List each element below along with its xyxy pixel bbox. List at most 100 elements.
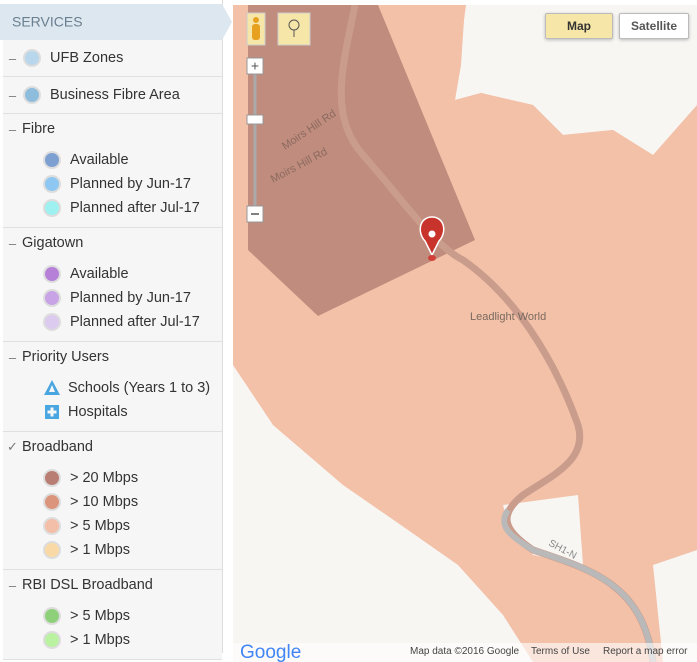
swatch [43, 541, 61, 559]
legend-item[interactable]: > 1 Mbps [3, 628, 222, 652]
legend-section: – Gigatown Available Planned by Jun-17 Plann… [3, 228, 222, 342]
item-label: > 5 Mbps [70, 518, 131, 534]
legend-item[interactable]: > 5 Mbps [3, 514, 222, 538]
legend-item[interactable]: > 20 Mbps [3, 466, 222, 490]
section-header[interactable]: – Fibre [3, 114, 222, 144]
legend-item[interactable]: Planned after Jul-17 [3, 310, 222, 334]
school-glyph [44, 380, 60, 395]
sidebar-header: SERVICES [0, 4, 232, 40]
swatch [43, 517, 61, 535]
item-label: Available [70, 266, 129, 282]
legend-item[interactable]: > 5 Mbps [3, 604, 222, 628]
section-header[interactable]: – Business Fibre Area [3, 77, 222, 113]
report-link[interactable]: Report a map error [603, 646, 688, 657]
item-label: Planned by Jun-17 [70, 176, 191, 192]
item-label: Available [70, 152, 129, 168]
item-label: Hospitals [68, 404, 128, 420]
pegman-head [253, 17, 259, 23]
legend-section: – Fibre Available Planned by Jun-17 Planned … [3, 114, 222, 228]
swatch [43, 493, 61, 511]
school-icon [44, 380, 60, 395]
google-logo: Google [240, 642, 301, 662]
region-5mbps [478, 93, 697, 215]
section-toggle: – [8, 87, 17, 103]
section-header[interactable]: – RBI DSL Broadband [3, 570, 222, 600]
sidebar: SERVICES – UFB Zones – Business Fibre Area –… [0, 0, 232, 660]
item-label: > 1 Mbps [70, 632, 131, 648]
section-toggle: ✓ [7, 439, 18, 454]
map[interactable]: Moirs Hill Rd Moirs Hill Rd SH1-N Leadli… [233, 5, 697, 662]
section-title: Fibre [22, 121, 56, 137]
footer-bg [233, 643, 697, 662]
map-canvas: Moirs Hill Rd Moirs Hill Rd SH1-N Leadli… [233, 5, 697, 662]
legend-section: – Priority Users Schools (Years 1 to 3) Hos… [3, 342, 222, 432]
section-title: Gigatown [22, 235, 84, 251]
legend-item[interactable]: Available [3, 148, 222, 172]
section-toggle: – [8, 577, 17, 593]
pin-dot [428, 230, 436, 238]
legend-item[interactable]: Schools (Years 1 to 3) [3, 376, 222, 400]
item-label: Planned by Jun-17 [70, 290, 191, 306]
unserved-area [455, 5, 697, 155]
item-label: Planned after Jul-17 [70, 314, 200, 330]
section-title: Priority Users [22, 349, 110, 365]
legend-items: > 20 Mbps > 10 Mbps > 5 Mbps > 1 Mbps [3, 462, 222, 562]
item-label: > 1 Mbps [70, 542, 131, 558]
legend-item[interactable]: > 1 Mbps [3, 538, 222, 562]
section-title: RBI DSL Broadband [22, 577, 153, 593]
swatch [23, 49, 41, 67]
section-toggle: – [8, 235, 17, 251]
legend-item[interactable]: Planned by Jun-17 [3, 172, 222, 196]
legend-item[interactable]: Available [3, 262, 222, 286]
legend-section: ✓ Broadband > 20 Mbps > 10 Mbps > 5 Mbps > 1 … [3, 432, 222, 570]
terms-link[interactable]: Terms of Use [531, 646, 590, 657]
unserved-area [653, 550, 697, 662]
legend-item[interactable]: Planned after Jul-17 [3, 196, 222, 220]
legend-item[interactable]: > 10 Mbps [3, 490, 222, 514]
item-label: > 10 Mbps [70, 494, 139, 510]
item-label: > 5 Mbps [70, 608, 131, 624]
swatch [43, 265, 61, 283]
satellite-type-button[interactable]: Satellite [619, 13, 689, 39]
pegman-body [252, 24, 260, 40]
swatch [43, 469, 61, 487]
legend-section: – UFB Zones [3, 40, 222, 77]
map-type-button[interactable]: Map [545, 13, 613, 39]
swatch [23, 86, 41, 104]
sections: – UFB Zones – Business Fibre Area – Fibre Avai… [3, 40, 222, 660]
pin-base [428, 255, 436, 261]
item-label: > 20 Mbps [70, 470, 139, 486]
legend-item[interactable]: Planned by Jun-17 [3, 286, 222, 310]
section-toggle: – [8, 349, 17, 365]
legend-item[interactable]: Hospitals [3, 400, 222, 424]
section-title: Broadband [22, 439, 93, 455]
swatch [43, 607, 61, 625]
zoom-handle[interactable] [246, 114, 264, 125]
sidebar-title: SERVICES [12, 14, 83, 30]
swatch [43, 631, 61, 649]
section-title: Business Fibre Area [50, 87, 180, 103]
swatch [43, 289, 61, 307]
legend-section: – Business Fibre Area [3, 77, 222, 114]
legend-items: Available Planned by Jun-17 Planned after … [3, 144, 222, 220]
section-header[interactable]: – UFB Zones [3, 40, 222, 76]
swatch [43, 175, 61, 193]
swatch [43, 313, 61, 331]
section-header[interactable]: – Gigatown [3, 228, 222, 258]
zoom-in-icon: + [251, 58, 259, 74]
legend-items: Schools (Years 1 to 3) Hospitals [3, 372, 222, 424]
section-toggle: – [8, 50, 17, 66]
map-attribution: Map data ©2016 Google [410, 646, 520, 657]
pin-button[interactable] [277, 12, 311, 46]
swatch [43, 151, 61, 169]
section-header[interactable]: ✓ Broadband [3, 432, 222, 462]
zoom-in[interactable] [246, 57, 264, 75]
unserved-area [503, 495, 583, 565]
unserved-area [233, 365, 533, 662]
swatch [43, 199, 61, 217]
hospital-glyph [45, 405, 59, 419]
section-header[interactable]: – Priority Users [3, 342, 222, 372]
region-20mbps [248, 5, 475, 316]
item-label: Planned after Jul-17 [70, 200, 200, 216]
